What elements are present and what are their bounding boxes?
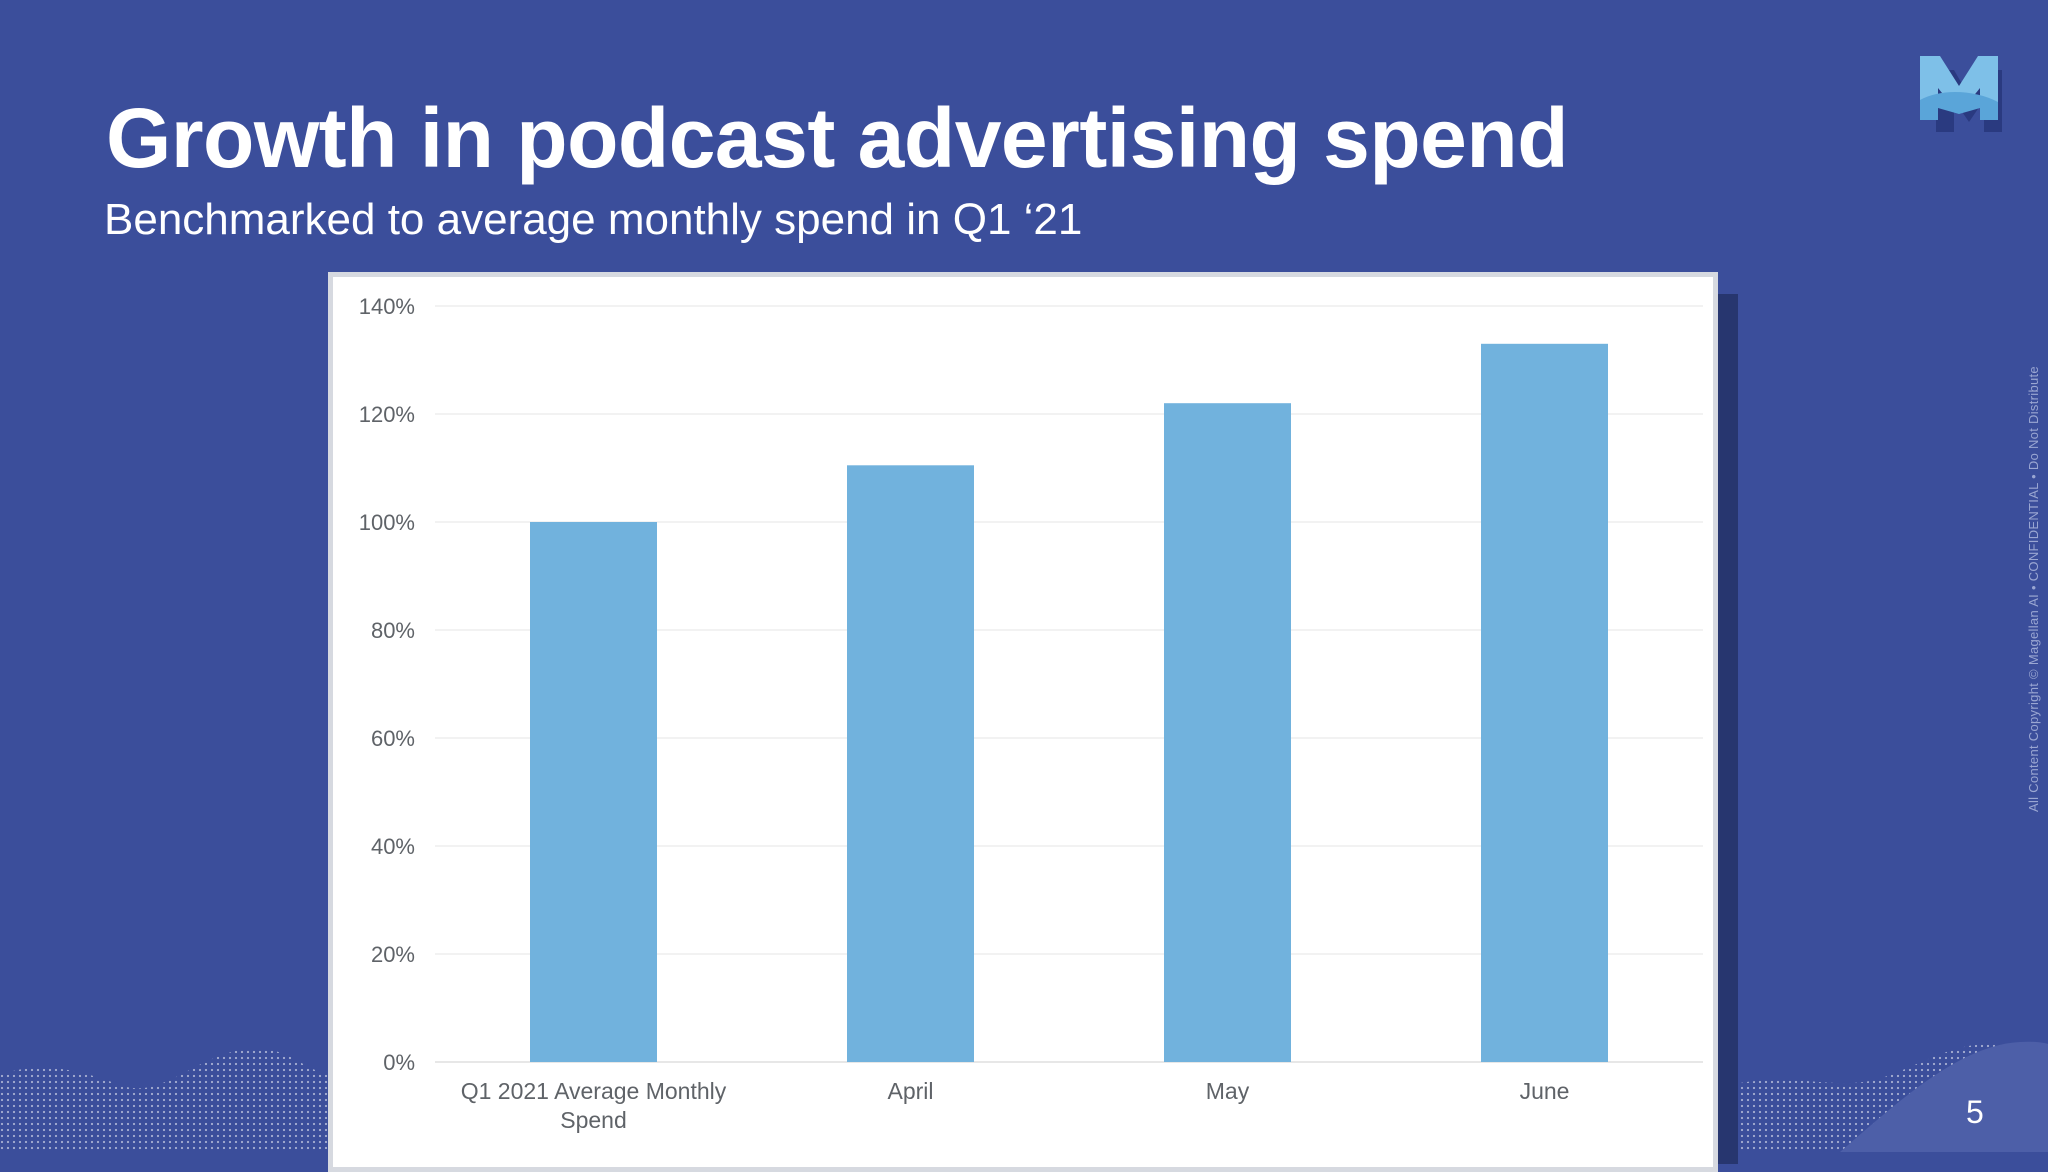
slide-subtitle: Benchmarked to average monthly spend in … [104, 195, 1083, 244]
y-tick-label: 20% [371, 942, 415, 967]
bar-chart: 0% 20% 40% 60% 80% 100% 120% 140% Q1 2021 Averag… [359, 294, 1703, 1133]
bar [847, 465, 974, 1062]
x-category-label: Q1 2021 Average Monthly Spend [461, 1078, 727, 1133]
bar [1164, 403, 1291, 1062]
x-category-label: June [1520, 1078, 1570, 1104]
page-number: 5 [1966, 1094, 1984, 1130]
y-tick-label: 120% [359, 402, 415, 427]
bar [1481, 343, 1608, 1062]
magellan-m-logo-icon [1920, 56, 2002, 132]
chart-card: 0% 20% 40% 60% 80% 100% 120% 140% Q1 2021 Averag… [328, 272, 1718, 1172]
x-category-label: April [887, 1078, 933, 1104]
y-tick-label: 0% [383, 1050, 415, 1075]
y-tick-label: 140% [359, 294, 415, 319]
copyright-notice: All Content Copyright © Magellan AI • CO… [2026, 366, 2041, 812]
slide-title: Growth in podcast advertising spend [106, 91, 1569, 185]
x-category-label: May [1206, 1078, 1250, 1104]
y-tick-label: 60% [371, 726, 415, 751]
y-tick-label: 100% [359, 510, 415, 535]
y-tick-label: 40% [371, 834, 415, 859]
bar [530, 522, 657, 1062]
y-tick-label: 80% [371, 618, 415, 643]
